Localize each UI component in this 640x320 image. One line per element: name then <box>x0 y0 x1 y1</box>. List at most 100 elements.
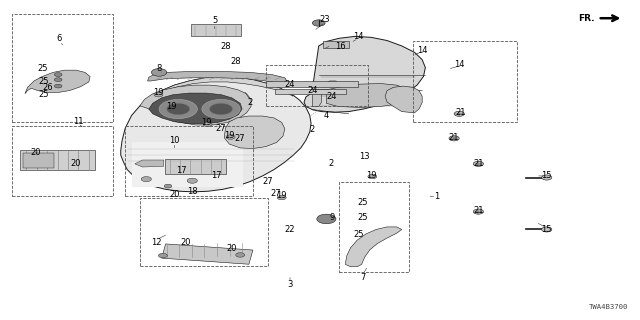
Circle shape <box>317 214 336 224</box>
Bar <box>323 41 349 48</box>
Circle shape <box>152 68 167 76</box>
Text: 25: 25 <box>358 197 368 206</box>
Polygon shape <box>135 160 164 167</box>
Circle shape <box>541 227 552 232</box>
Text: 20: 20 <box>71 159 81 168</box>
Text: 9: 9 <box>330 213 335 222</box>
Circle shape <box>203 122 212 126</box>
Text: 20: 20 <box>180 238 191 247</box>
Text: 12: 12 <box>151 238 162 247</box>
Circle shape <box>277 196 286 200</box>
Text: 24: 24 <box>284 80 294 89</box>
Text: 6: 6 <box>57 35 62 44</box>
Circle shape <box>154 92 163 97</box>
Text: 27: 27 <box>216 124 227 133</box>
Text: 16: 16 <box>335 42 346 52</box>
Bar <box>339 182 410 272</box>
Bar <box>191 24 241 36</box>
Text: 20: 20 <box>31 148 41 157</box>
Text: 25: 25 <box>39 90 49 99</box>
Text: 23: 23 <box>320 15 330 24</box>
Text: 19: 19 <box>153 88 164 97</box>
Polygon shape <box>140 85 251 125</box>
Text: 28: 28 <box>220 42 231 52</box>
Text: 2: 2 <box>247 98 252 107</box>
Bar <box>162 244 253 264</box>
Circle shape <box>169 106 177 111</box>
Text: 25: 25 <box>39 77 49 86</box>
Text: 2: 2 <box>310 125 315 134</box>
Circle shape <box>54 73 62 76</box>
Bar <box>266 65 368 107</box>
Polygon shape <box>326 84 416 108</box>
Text: 10: 10 <box>169 136 180 145</box>
Text: 17: 17 <box>176 166 187 175</box>
Circle shape <box>164 184 172 188</box>
Circle shape <box>209 103 232 115</box>
Text: 25: 25 <box>353 230 364 239</box>
Text: 2: 2 <box>329 159 334 168</box>
Circle shape <box>473 161 483 166</box>
Bar <box>125 125 253 196</box>
Text: 20: 20 <box>227 244 237 253</box>
Text: 21: 21 <box>455 108 466 117</box>
Text: 21: 21 <box>449 132 460 141</box>
Polygon shape <box>325 81 338 87</box>
Bar <box>166 159 226 174</box>
Text: 19: 19 <box>224 131 235 140</box>
Circle shape <box>368 174 377 179</box>
Bar <box>23 153 54 168</box>
Text: 19: 19 <box>276 191 287 200</box>
Text: 3: 3 <box>287 280 292 289</box>
Text: 27: 27 <box>235 134 246 143</box>
Circle shape <box>159 100 197 119</box>
Circle shape <box>473 209 483 214</box>
Polygon shape <box>149 93 242 124</box>
Polygon shape <box>304 36 426 112</box>
Text: 11: 11 <box>74 116 84 126</box>
Text: 24: 24 <box>307 86 317 95</box>
Bar <box>413 42 516 123</box>
Text: 15: 15 <box>541 225 551 234</box>
Polygon shape <box>312 89 321 107</box>
Text: 28: 28 <box>230 57 241 66</box>
Text: 14: 14 <box>417 45 428 55</box>
Text: 20: 20 <box>170 190 180 199</box>
Text: 4: 4 <box>324 111 329 120</box>
Polygon shape <box>25 70 90 94</box>
Text: 25: 25 <box>358 213 368 222</box>
Text: 25: 25 <box>37 64 47 73</box>
Text: 13: 13 <box>360 152 370 161</box>
Circle shape <box>454 111 465 116</box>
Text: 21: 21 <box>473 206 484 215</box>
Bar <box>12 14 113 123</box>
Text: TWA4B3700: TWA4B3700 <box>588 304 628 310</box>
Text: 17: 17 <box>211 171 222 180</box>
Text: 27: 27 <box>262 177 273 186</box>
Text: 21: 21 <box>473 159 484 168</box>
Text: FR.: FR. <box>578 14 595 23</box>
Circle shape <box>187 178 197 183</box>
Bar <box>20 150 95 170</box>
Polygon shape <box>224 116 285 148</box>
Circle shape <box>54 78 62 82</box>
Text: 14: 14 <box>353 32 364 41</box>
Polygon shape <box>148 71 287 84</box>
Text: 27: 27 <box>270 189 280 198</box>
Text: 19: 19 <box>366 171 376 180</box>
Circle shape <box>449 136 460 141</box>
Polygon shape <box>162 76 293 96</box>
Text: 18: 18 <box>187 188 198 196</box>
Polygon shape <box>121 76 311 192</box>
Bar <box>140 197 268 266</box>
Circle shape <box>236 253 244 257</box>
Text: 19: 19 <box>201 118 212 127</box>
Circle shape <box>54 84 62 88</box>
Circle shape <box>226 135 235 139</box>
Text: 5: 5 <box>212 16 217 25</box>
Circle shape <box>167 103 189 115</box>
Circle shape <box>312 20 325 26</box>
Text: 22: 22 <box>285 225 295 234</box>
Text: 1: 1 <box>434 192 439 201</box>
Text: 8: 8 <box>156 64 162 73</box>
